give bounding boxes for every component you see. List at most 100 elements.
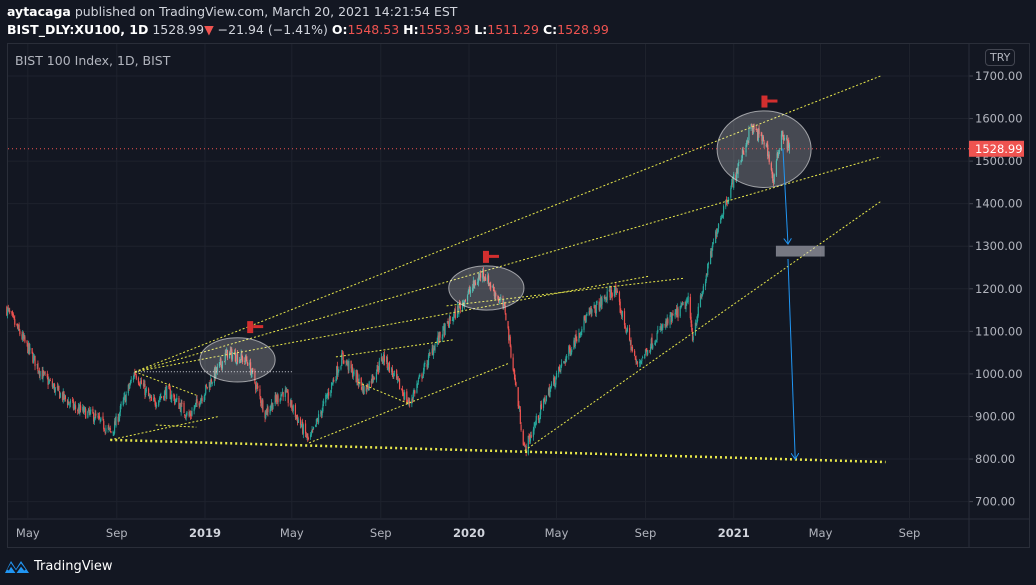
candle-body (153, 397, 155, 399)
candle-body (229, 350, 231, 352)
candle-body (330, 390, 332, 397)
candle-body (614, 286, 616, 291)
candle-body (225, 352, 227, 354)
candle-body (58, 385, 60, 391)
candle-body (208, 382, 210, 389)
candle-body (457, 306, 459, 314)
candle-body (503, 301, 505, 307)
candle-body (615, 285, 617, 295)
candle-body (621, 311, 623, 317)
candle-body (560, 363, 563, 367)
candle-body (336, 366, 338, 376)
candle-body (487, 275, 490, 286)
candle-body (715, 231, 717, 236)
candle-body (697, 306, 699, 316)
candle-body (524, 445, 526, 447)
candle-body (386, 357, 388, 368)
candle-body (220, 358, 222, 365)
candle-body (34, 355, 36, 367)
candle-body (296, 415, 298, 418)
candle-body (522, 430, 524, 445)
candle-body (205, 385, 208, 387)
gavel-handle (767, 99, 778, 103)
candle-body (43, 372, 46, 374)
candle-body (265, 410, 267, 418)
candle-body (224, 353, 226, 362)
candle-body (22, 333, 24, 340)
candle-body (206, 386, 208, 389)
candle-body (85, 408, 87, 419)
candle-body (129, 385, 131, 388)
candle-body (775, 160, 778, 176)
candle-body (125, 394, 127, 402)
candle-body (368, 381, 370, 391)
candle-body (603, 296, 605, 298)
candle-body (740, 160, 742, 162)
candle-body (448, 322, 450, 328)
open-label: O: (331, 22, 348, 37)
candle-body (255, 384, 257, 390)
candle-body (104, 431, 106, 433)
currency-badge[interactable]: TRY (985, 49, 1016, 66)
candle-body (540, 403, 542, 409)
chart-pane[interactable] (7, 43, 1030, 548)
candle-body (722, 215, 724, 217)
candle-body (168, 386, 170, 388)
candle-body (679, 306, 681, 317)
candle-body (244, 355, 247, 363)
candle-body (474, 282, 477, 286)
candle-body (590, 307, 592, 314)
candle-body (575, 334, 577, 341)
candle-body (341, 353, 343, 366)
candle-body (449, 316, 451, 321)
candle-body (629, 340, 631, 342)
candle-body (404, 392, 406, 400)
candle-body (560, 365, 562, 371)
candle-body (193, 408, 195, 412)
candle-body (160, 396, 162, 398)
candle-body (375, 372, 378, 380)
candle-body (589, 310, 591, 313)
candle-body (772, 173, 774, 182)
candle-body (128, 385, 130, 388)
candle-body (59, 391, 61, 399)
candle-body (474, 282, 476, 286)
candle-body (730, 182, 733, 188)
candle-body (108, 427, 111, 429)
candle-body (781, 131, 783, 136)
candle-body (130, 380, 132, 382)
candle-body (765, 145, 767, 147)
candle-body (336, 366, 338, 380)
candle-body (234, 352, 236, 362)
high-value: 1553.93 (418, 22, 471, 37)
candle-body (696, 315, 699, 322)
candle-body (281, 393, 283, 396)
candle-body (188, 412, 190, 416)
candle-body (347, 361, 349, 370)
candle-body (213, 369, 216, 384)
candle-body (573, 340, 575, 350)
candle-body (783, 135, 785, 141)
candle-body (593, 304, 595, 309)
candle-body (190, 414, 192, 417)
candle-body (660, 326, 663, 331)
x-tick-label: Sep (106, 526, 128, 540)
candle-body (97, 416, 99, 418)
author[interactable]: aytacaga (7, 4, 71, 19)
candle-body (155, 405, 158, 407)
candle-body (77, 410, 79, 412)
candle-body (84, 407, 86, 409)
candle-body (446, 321, 448, 323)
candle-body (484, 277, 486, 279)
candle-body (74, 405, 76, 407)
candle-body (383, 354, 385, 362)
candle-body (377, 370, 380, 372)
candle-body (757, 129, 759, 141)
candle-body (327, 392, 329, 397)
candle-body (255, 384, 257, 389)
candle-body (672, 313, 674, 316)
candle-body (710, 251, 712, 257)
candle-body (66, 400, 69, 406)
candle-body (705, 275, 707, 281)
